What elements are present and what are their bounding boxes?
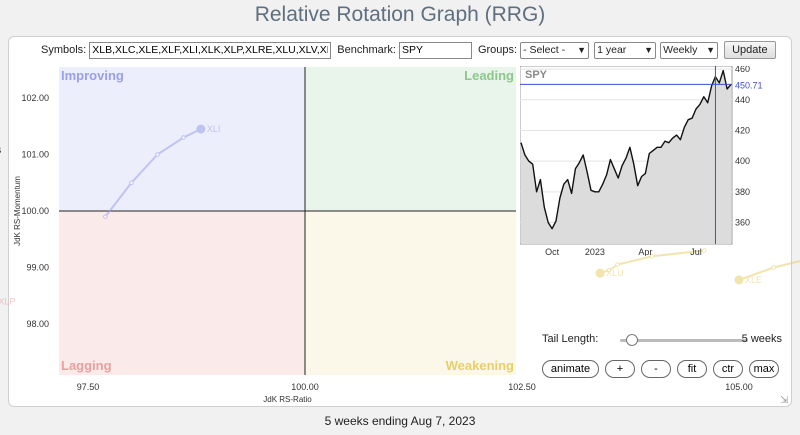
page-title: Relative Rotation Graph (RRG) xyxy=(254,3,546,26)
y-axis-label: JdK RS-Momentum xyxy=(13,176,22,246)
tail-point-xli xyxy=(103,214,108,219)
y-axis-tick-label: 101.00 xyxy=(21,150,49,160)
y-axis-tick-label: 99.00 xyxy=(26,263,49,273)
symbols-input[interactable] xyxy=(89,41,332,59)
tail-length-label: Tail Length: xyxy=(542,333,599,345)
groups-select-value: - Select - xyxy=(523,44,566,56)
tail-label-xle: XLE xyxy=(745,275,762,285)
frequency-select-value: Weekly xyxy=(663,44,698,56)
benchmark-y-tick-label: 380 xyxy=(735,187,750,197)
benchmark-x-tick-label: 2023 xyxy=(585,247,605,256)
tail-length-control: Tail Length: 5 weeks xyxy=(542,332,782,348)
tail-point-xlu xyxy=(615,262,620,267)
period-select-value: 1 year xyxy=(597,44,627,56)
fit-button[interactable]: fit xyxy=(677,360,707,378)
tail-point-xli xyxy=(129,180,134,186)
quadrant-label-lagging: Lagging xyxy=(61,358,112,373)
x-axis-tick-label: 97.50 xyxy=(77,382,100,392)
x-axis-tick-label: 100.00 xyxy=(291,382,319,392)
zoom-out-button[interactable]: - xyxy=(641,360,671,378)
benchmark-input[interactable] xyxy=(398,41,472,59)
x-axis-tick-label: 105.00 xyxy=(725,382,753,392)
benchmark-x-tick-label: Apr xyxy=(638,247,652,256)
benchmark-x-tick-label: Oct xyxy=(545,247,560,256)
x-axis-label: JdK RS-Ratio xyxy=(263,395,312,404)
tail-xlu[interactable]: XLU xyxy=(595,248,707,278)
benchmark-price-line xyxy=(520,69,732,230)
quadrant-label-weakening: Weakening xyxy=(446,358,514,373)
benchmark-x-ticks: Oct 2023 Apr Jul xyxy=(545,247,702,256)
tail-head-xle[interactable] xyxy=(734,275,744,285)
tail-line-xle xyxy=(738,260,800,281)
tail-label-xlu: XLU xyxy=(606,268,624,278)
benchmark-y-ticks: 460 440 420 400 380 360 xyxy=(735,66,750,228)
resize-handle-icon[interactable]: ⇲ xyxy=(780,395,789,406)
x-axis-tick-label: 102.50 xyxy=(508,382,536,392)
tail-label-xli: XLI xyxy=(207,124,221,134)
max-button[interactable]: max xyxy=(749,360,779,378)
period-select[interactable]: 1 year ▼ xyxy=(594,41,657,59)
tail-head-xlu[interactable] xyxy=(595,268,605,278)
benchmark-label: Benchmark: xyxy=(337,44,396,56)
animate-button[interactable]: animate xyxy=(542,360,599,378)
benchmark-symbol: SPY xyxy=(525,69,548,81)
y-axis-tick-label: 102.00 xyxy=(21,93,49,103)
benchmark-y-tick-label: 360 xyxy=(735,218,750,228)
tail-point-xli xyxy=(155,152,160,157)
quadrant-leading xyxy=(305,67,516,211)
chart-controls: animate + - fit ctr max xyxy=(542,360,779,378)
tail-point-xlu xyxy=(606,268,612,273)
quadrant-label-leading: Leading xyxy=(464,68,514,83)
y-axis-tick-label: 98.00 xyxy=(26,319,49,329)
center-button[interactable]: ctr xyxy=(713,360,743,378)
tail-length-value: 5 weeks xyxy=(741,333,782,345)
chevron-down-icon: ▼ xyxy=(706,45,716,55)
quadrant-weakening xyxy=(305,211,516,375)
x-axis-ticks: 90.0092.5095.0097.50100.00102.50105.0010… xyxy=(77,382,753,392)
tail-length-slider[interactable] xyxy=(620,339,748,342)
y-axis-tick-label: 100.00 xyxy=(21,206,49,216)
chevron-down-icon: ▼ xyxy=(644,45,654,55)
quadrant-lagging xyxy=(59,211,305,375)
benchmark-price-chart: SPY 450.71 460 440 420 400 380 360 Oct 2023 Apr… xyxy=(520,66,763,256)
toolbar: Symbols: Benchmark: Groups: - Select -▼ … xyxy=(41,41,776,59)
tail-point-xle xyxy=(771,265,777,270)
tail-xli[interactable]: XLI xyxy=(103,124,221,219)
tail-point-xlu xyxy=(701,248,707,253)
quadrant-label-improving: Improving xyxy=(61,68,124,83)
tail-length-slider-handle[interactable] xyxy=(626,334,639,346)
benchmark-price-area xyxy=(521,70,731,244)
tail-point-xlu xyxy=(649,253,655,259)
tail-head-xli[interactable] xyxy=(196,124,206,134)
tail-xle[interactable]: XLE xyxy=(734,170,800,285)
update-button[interactable]: Update xyxy=(724,41,776,59)
tail-xlp[interactable]: XLP xyxy=(0,296,16,337)
tail-label-xlp: XLP xyxy=(0,296,16,306)
symbols-label: Symbols: xyxy=(41,44,87,56)
benchmark-y-tick-label: 400 xyxy=(735,156,750,166)
zoom-in-button[interactable]: + xyxy=(605,360,635,378)
y-axis-ticks: 102.00 101.00 100.00 99.00 98.00 xyxy=(21,93,49,329)
benchmark-y-tick-label: 460 xyxy=(735,66,750,74)
groups-label: Groups: xyxy=(477,44,518,56)
benchmark-y-tick-label: 440 xyxy=(735,95,750,105)
tail-point-xli xyxy=(181,135,186,140)
footer-caption: 5 weeks ending Aug 7, 2023 xyxy=(324,414,476,428)
groups-select[interactable]: - Select - ▼ xyxy=(520,41,590,59)
frequency-select[interactable]: Weekly ▼ xyxy=(660,41,719,59)
benchmark-price-label: 450.71 xyxy=(735,80,763,90)
benchmark-x-tick-label: Jul xyxy=(690,247,702,256)
tail-label-xlb: XLB xyxy=(0,146,1,157)
tail-xlb[interactable]: XLB xyxy=(0,146,1,270)
chevron-down-icon: ▼ xyxy=(577,45,587,55)
benchmark-y-tick-label: 420 xyxy=(735,125,750,135)
